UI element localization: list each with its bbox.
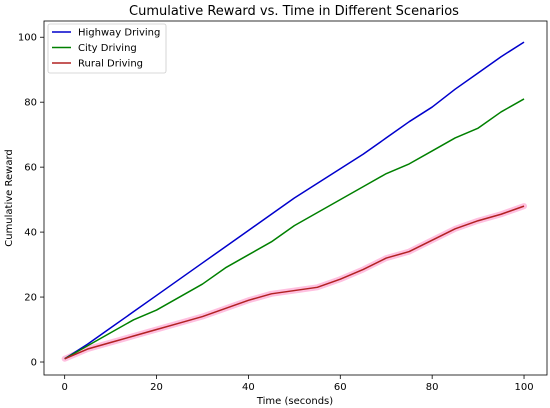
x-tick-label: 0: [61, 382, 67, 393]
x-tick-label: 20: [150, 382, 163, 393]
y-tick-label: 100: [18, 33, 37, 44]
legend-label-city-driving: City Driving: [78, 43, 137, 54]
x-axis-ticks: 0 20 40 60 80 100: [61, 375, 534, 393]
y-tick-label: 80: [24, 98, 37, 109]
series-line-highway-driving: [64, 41, 525, 360]
y-tick-label: 20: [24, 293, 37, 304]
y-tick-label: 0: [31, 358, 37, 369]
y-tick-label: 40: [24, 228, 37, 239]
x-axis-label: Time (seconds): [256, 396, 333, 407]
legend-label-rural-driving: Rural Driving: [78, 59, 143, 70]
series-line-rural-driving: [64, 205, 525, 360]
x-tick-label: 60: [334, 382, 347, 393]
legend: Highway Driving City Driving Rural Driving: [47, 23, 167, 74]
y-axis-label: Cumulative Reward: [4, 149, 15, 247]
series-line-city-driving: [64, 98, 525, 360]
legend-label-highway-driving: Highway Driving: [78, 28, 160, 39]
y-tick-label: 60: [24, 163, 37, 174]
chart-title: Cumulative Reward vs. Time in Different …: [129, 4, 459, 19]
legend-box: [47, 23, 167, 74]
x-tick-label: 80: [426, 382, 439, 393]
y-axis-ticks: 0 20 40 60 80 100: [18, 33, 44, 369]
series-lines: [64, 41, 525, 360]
x-tick-label: 40: [242, 382, 255, 393]
x-tick-label: 100: [514, 382, 533, 393]
